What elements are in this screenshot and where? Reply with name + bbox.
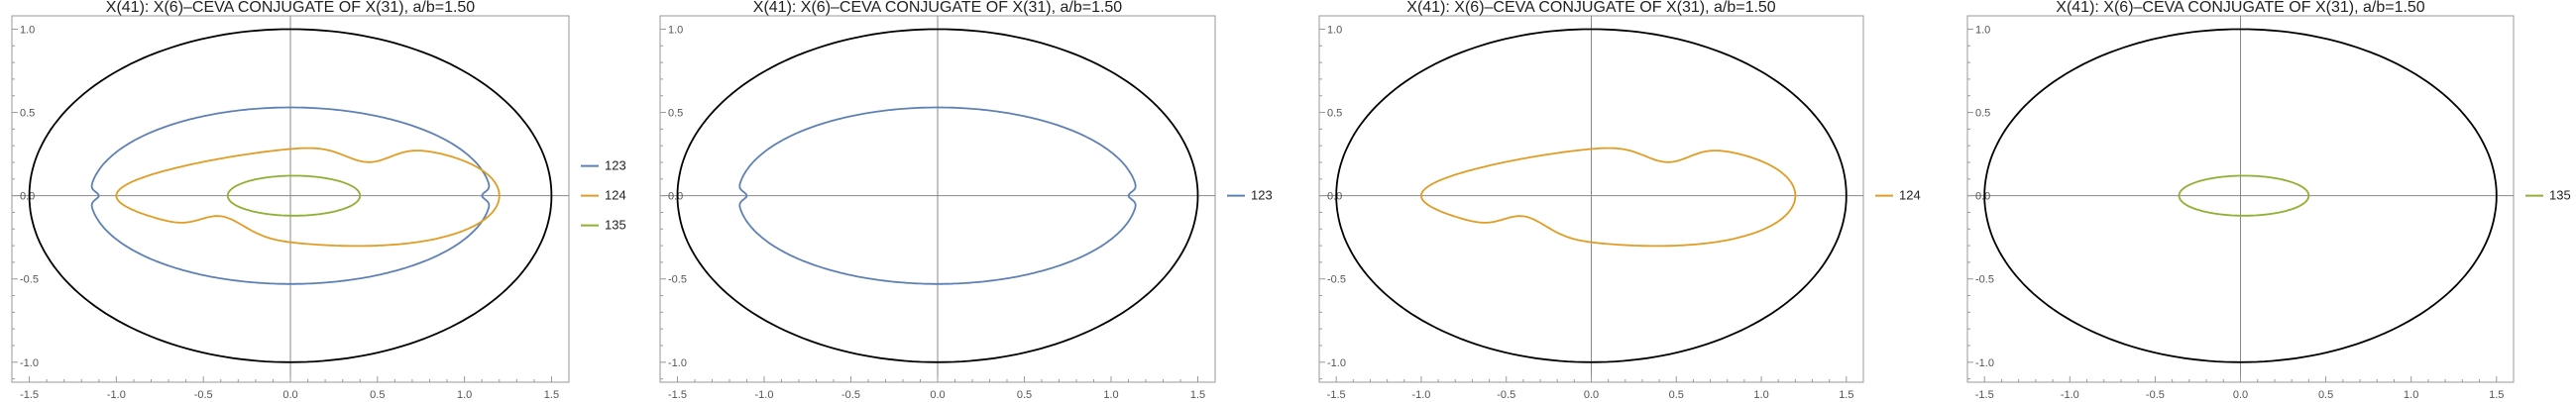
chart-panel-2: X(41): X(6)–CEVA CONJUGATE OF X(31), a/b… <box>659 0 1273 401</box>
x-tick-label: 1.5 <box>1190 389 1205 401</box>
x-tick-label: -0.5 <box>841 389 860 401</box>
legend-label-123: 123 <box>605 158 626 173</box>
chart-title: X(41): X(6)–CEVA CONJUGATE OF X(31), a/b… <box>106 0 476 16</box>
x-tick-label: -1.5 <box>668 389 687 401</box>
legend: 135 <box>2525 188 2571 203</box>
y-tick-label: -1.0 <box>1327 357 1346 369</box>
chart-title: X(41): X(6)–CEVA CONJUGATE OF X(31), a/b… <box>753 0 1123 16</box>
x-tick-label: 0.5 <box>1669 389 1684 401</box>
y-tick-label: 1.0 <box>1327 24 1342 36</box>
y-tick-label: 0.5 <box>20 108 35 120</box>
outline-ellipse <box>1335 28 1848 363</box>
series-curve-124 <box>115 147 501 248</box>
x-tick-label: -1.0 <box>2061 389 2079 401</box>
x-tick-label: -0.5 <box>194 389 213 401</box>
y-tick-label: 0.0 <box>1975 191 1990 203</box>
legend-label-135: 135 <box>2549 188 2571 203</box>
x-tick-label: 0.0 <box>2233 389 2248 401</box>
legend-label-135: 135 <box>605 218 626 233</box>
x-tick-label: -1.0 <box>1411 389 1430 401</box>
x-tick-label: -1.0 <box>755 389 774 401</box>
y-tick-label: 0.5 <box>1327 108 1342 120</box>
x-tick-label: 0.0 <box>1584 389 1599 401</box>
chart-panel-4: X(41): X(6)–CEVA CONJUGATE OF X(31), a/b… <box>1966 0 2571 401</box>
y-tick-label: 0.0 <box>668 191 683 203</box>
x-tick-label: 1.0 <box>1103 389 1118 401</box>
chart-title: X(41): X(6)–CEVA CONJUGATE OF X(31), a/b… <box>1406 0 1776 16</box>
x-tick-label: -1.0 <box>107 389 126 401</box>
x-tick-label: -0.5 <box>2146 389 2165 401</box>
y-tick-label: 0.5 <box>668 108 683 120</box>
outline-ellipse <box>28 28 553 363</box>
x-tick-label: 0.5 <box>370 389 385 401</box>
y-tick-label: -1.0 <box>668 357 687 369</box>
outline-ellipse <box>1983 28 2498 363</box>
y-tick-label: 0.5 <box>1975 108 1990 120</box>
y-tick-label: 1.0 <box>20 24 35 36</box>
x-tick-label: -1.5 <box>1327 389 1346 401</box>
x-tick-label: 0.5 <box>1017 389 1032 401</box>
y-tick-label: 0.0 <box>20 191 35 203</box>
series-curve-124 <box>1419 147 1797 248</box>
series-curve-123 <box>738 106 1137 285</box>
y-tick-label: -0.5 <box>668 274 687 286</box>
legend-label-124: 124 <box>1899 188 1921 203</box>
x-tick-label: 0.5 <box>2318 389 2333 401</box>
y-tick-label: 1.0 <box>668 24 683 36</box>
y-tick-label: 1.0 <box>1975 24 1990 36</box>
y-tick-label: -0.5 <box>20 274 39 286</box>
legend-label-124: 124 <box>605 188 626 203</box>
y-tick-label: -0.5 <box>1975 274 1994 286</box>
x-tick-label: -1.5 <box>1975 389 1994 401</box>
x-tick-label: 1.0 <box>457 389 472 401</box>
x-tick-label: -0.5 <box>1497 389 1515 401</box>
y-tick-label: 0.0 <box>1327 191 1342 203</box>
x-tick-label: -1.5 <box>20 389 39 401</box>
x-tick-label: 1.5 <box>2489 389 2504 401</box>
legend: 123 <box>1227 188 1273 203</box>
y-tick-label: -0.5 <box>1327 274 1346 286</box>
legend: 123 124 135 <box>581 158 626 233</box>
y-tick-label: -1.0 <box>1975 357 1994 369</box>
y-tick-label: -1.0 <box>20 357 39 369</box>
x-tick-label: 1.5 <box>1839 389 1853 401</box>
legend: 124 <box>1875 188 1921 203</box>
series-curve-135 <box>2178 174 2310 217</box>
x-tick-label: 1.5 <box>544 389 559 401</box>
x-tick-label: 0.0 <box>930 389 945 401</box>
series-curve-123 <box>90 106 491 285</box>
chart-panel-3: X(41): X(6)–CEVA CONJUGATE OF X(31), a/b… <box>1318 0 1921 401</box>
chart-panel-1: X(41): X(6)–CEVA CONJUGATE OF X(31), a/b… <box>11 0 626 401</box>
series-curve-135 <box>226 174 362 217</box>
x-tick-label: 0.0 <box>282 389 297 401</box>
x-tick-label: 1.0 <box>1753 389 1768 401</box>
legend-label-123: 123 <box>1251 188 1273 203</box>
outline-ellipse <box>676 28 1199 363</box>
x-tick-label: 1.0 <box>2404 389 2418 401</box>
chart-title: X(41): X(6)–CEVA CONJUGATE OF X(31), a/b… <box>2056 0 2425 16</box>
